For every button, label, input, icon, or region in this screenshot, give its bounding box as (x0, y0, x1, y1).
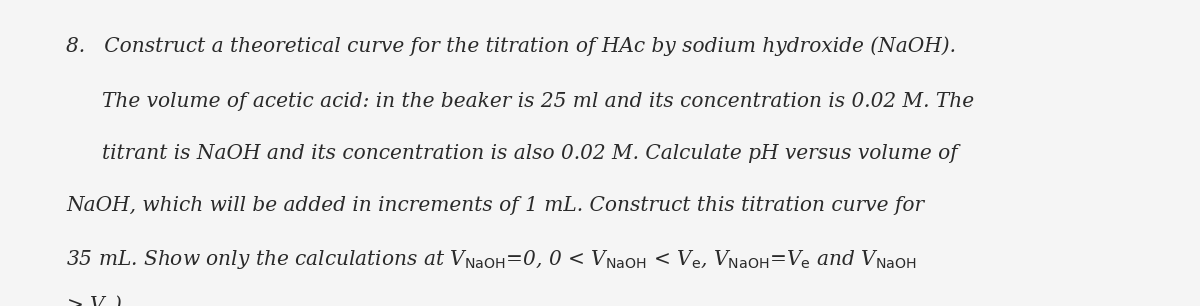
Text: 35 mL. Show only the calculations at V$_{\rm NaOH}$=0, 0 < V$_{\rm NaOH}$ < V$_{: 35 mL. Show only the calculations at V$_… (66, 248, 917, 271)
Text: 8.   Construct a theoretical curve for the titration of HAc by sodium hydroxide : 8. Construct a theoretical curve for the… (66, 37, 956, 56)
Text: titrant is NaOH and its concentration is also 0.02 M. Calculate pH versus volume: titrant is NaOH and its concentration is… (102, 144, 958, 163)
Text: NaOH, which will be added in increments of 1 mL. Construct this titration curve : NaOH, which will be added in increments … (66, 196, 924, 215)
Text: > V$_{\rm e}$).: > V$_{\rm e}$). (66, 294, 127, 306)
Text: The volume of acetic acid: in the beaker is 25 ml and its concentration is 0.02 : The volume of acetic acid: in the beaker… (102, 92, 974, 111)
